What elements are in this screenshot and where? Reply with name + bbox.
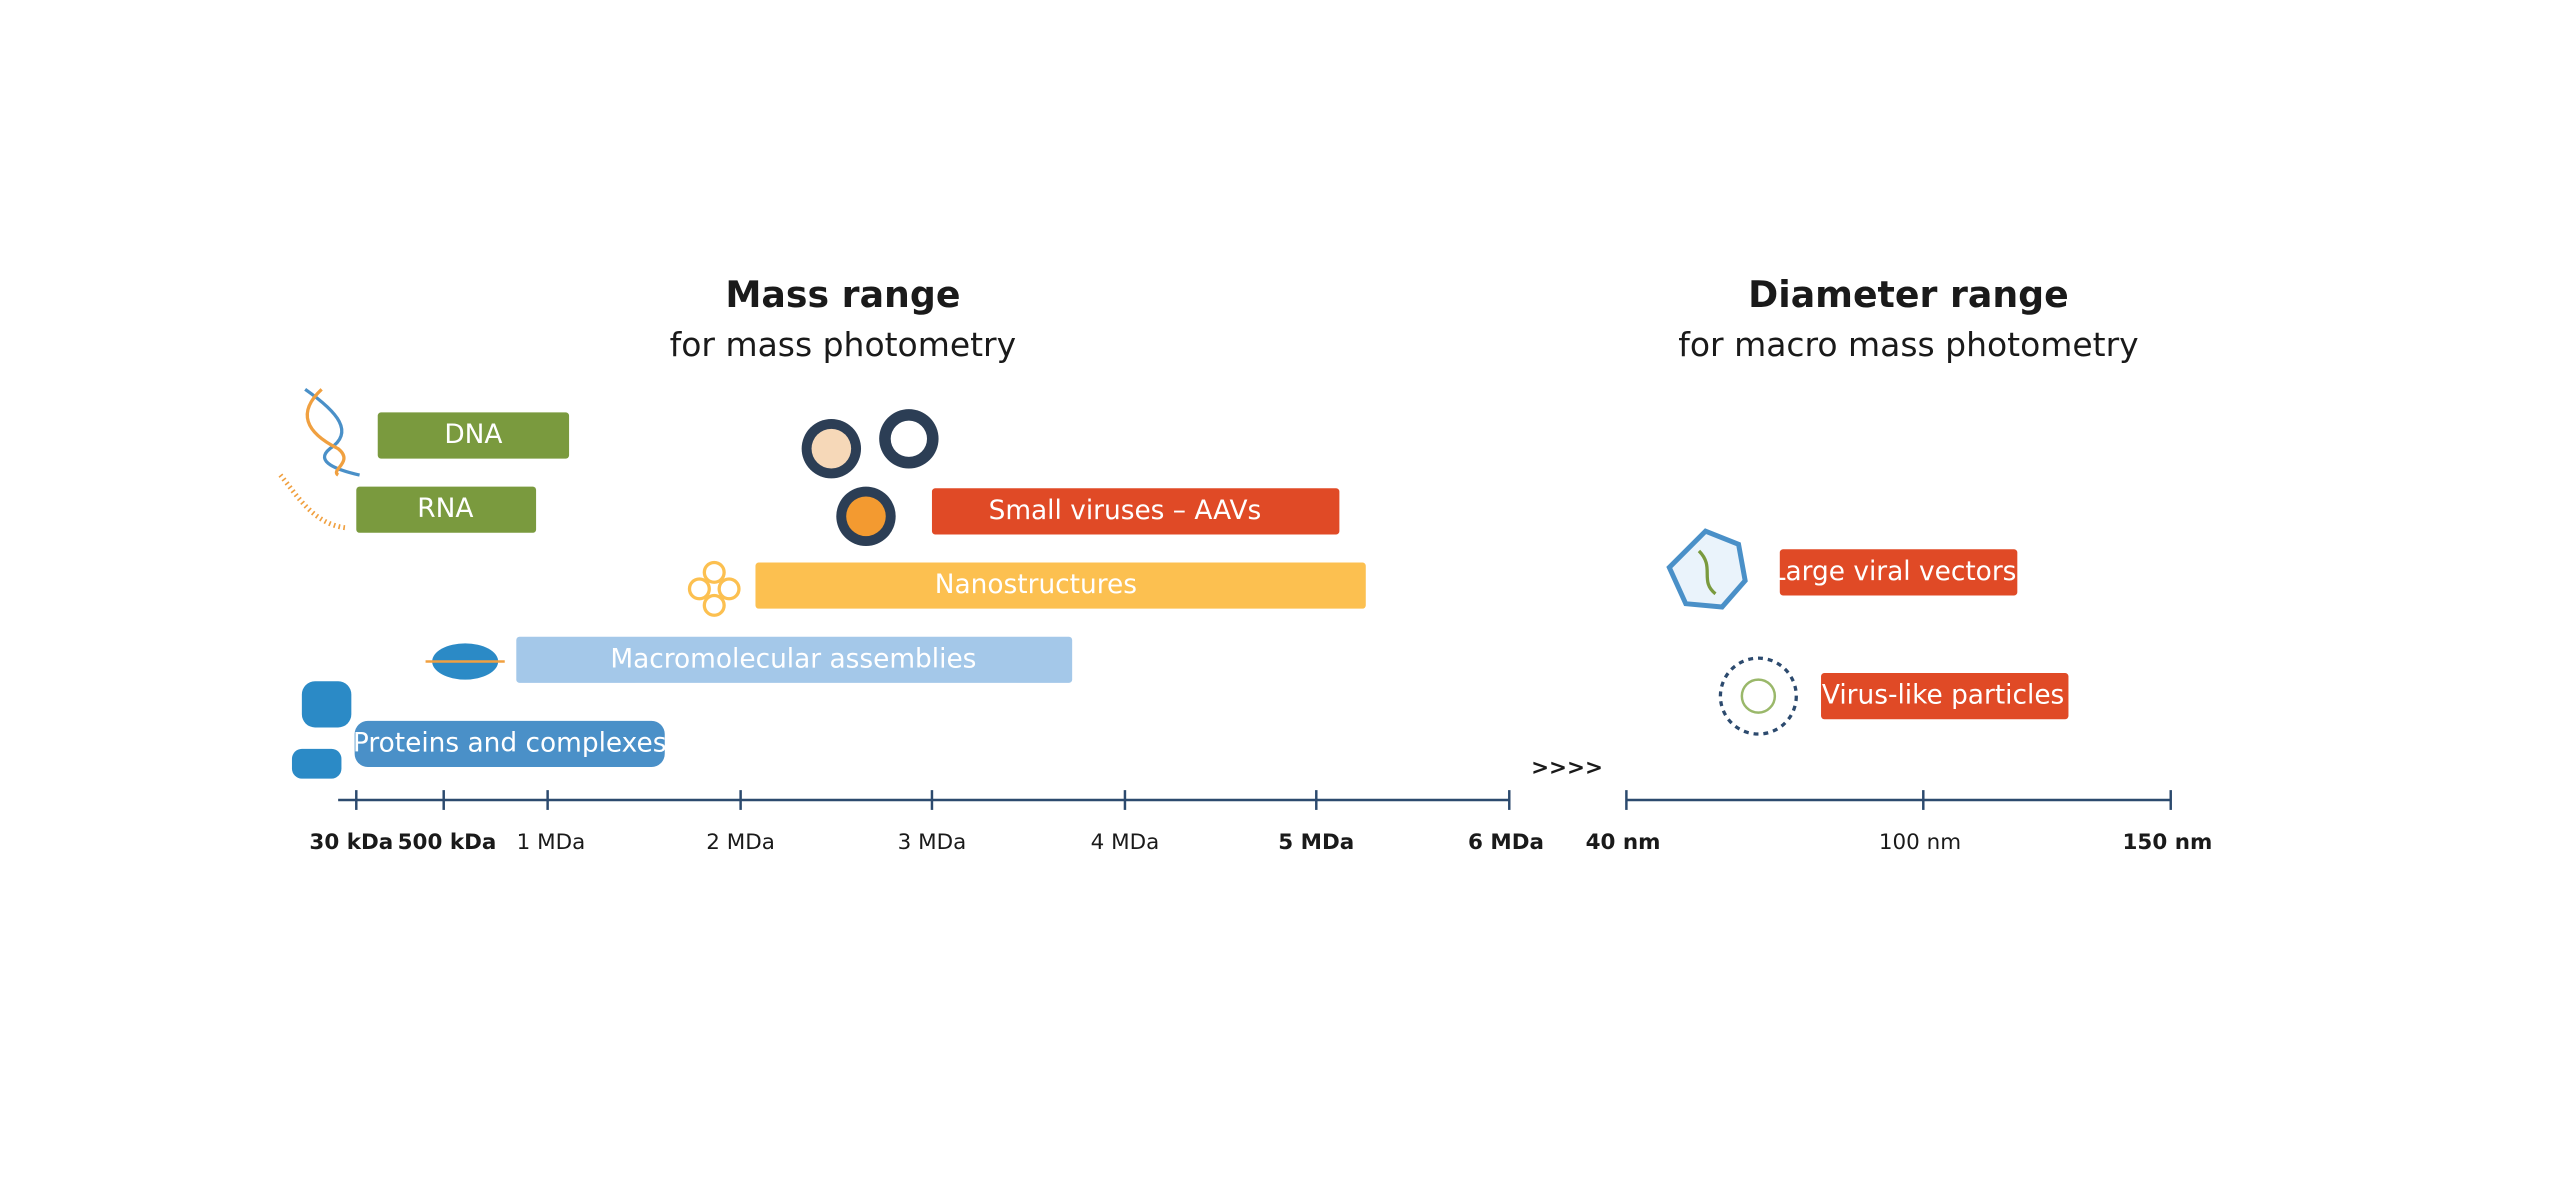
rna-icon — [278, 473, 347, 531]
bar-label: Proteins and complexes — [353, 728, 667, 758]
bar-label: Large viral vectors — [1771, 557, 2017, 587]
tick-label: 30 kDa — [309, 830, 393, 855]
mass-axis — [338, 790, 1511, 810]
range-bar — [1821, 673, 2069, 720]
viral-vector-icon — [1666, 528, 1748, 610]
bar-label: Virus-like particles — [1822, 681, 2064, 711]
virus-icons — [801, 409, 939, 546]
assembly-icon — [425, 643, 505, 680]
tick-label: 2 MDa — [706, 830, 775, 855]
protein-icons — [291, 681, 352, 779]
bar-label: DNA — [444, 420, 502, 450]
tick-label: 5 MDa — [1278, 830, 1354, 855]
section-title: Diameter range — [1748, 273, 2069, 316]
range-bar — [516, 636, 1073, 683]
tick-label: 150 nm — [2123, 830, 2213, 855]
bar-label: Small viruses – AAVs — [989, 496, 1262, 526]
tick-label: 6 MDa — [1468, 830, 1544, 855]
section-subtitle: for macro mass photometry — [1678, 325, 2138, 364]
range-bar — [931, 488, 1340, 535]
tick-label: 1 MDa — [517, 830, 586, 855]
nanostructure-icon — [687, 560, 741, 617]
tick-label: 100 nm — [1879, 830, 1961, 855]
dna-icon — [304, 387, 360, 477]
tick-label: 4 MDa — [1091, 830, 1160, 855]
bar-label: Nanostructures — [935, 570, 1137, 600]
range-bar — [356, 486, 537, 533]
range-bar — [1779, 549, 2018, 596]
tick-label: 40 nm — [1586, 830, 1661, 855]
tick-label: 500 kDa — [398, 830, 497, 855]
separator: >>>> — [1531, 756, 1603, 781]
range-bar — [755, 562, 1366, 609]
bar-label: RNA — [417, 494, 473, 524]
range-bar — [377, 412, 570, 459]
vlp-icon — [1718, 656, 1798, 736]
bar-label: Macromolecular assemblies — [610, 644, 976, 674]
range-bar — [354, 720, 665, 768]
section-subtitle: for mass photometry — [670, 325, 1016, 364]
tick-label: 3 MDa — [898, 830, 967, 855]
diameter-axis — [1625, 790, 2172, 810]
section-title: Mass range — [725, 273, 960, 316]
